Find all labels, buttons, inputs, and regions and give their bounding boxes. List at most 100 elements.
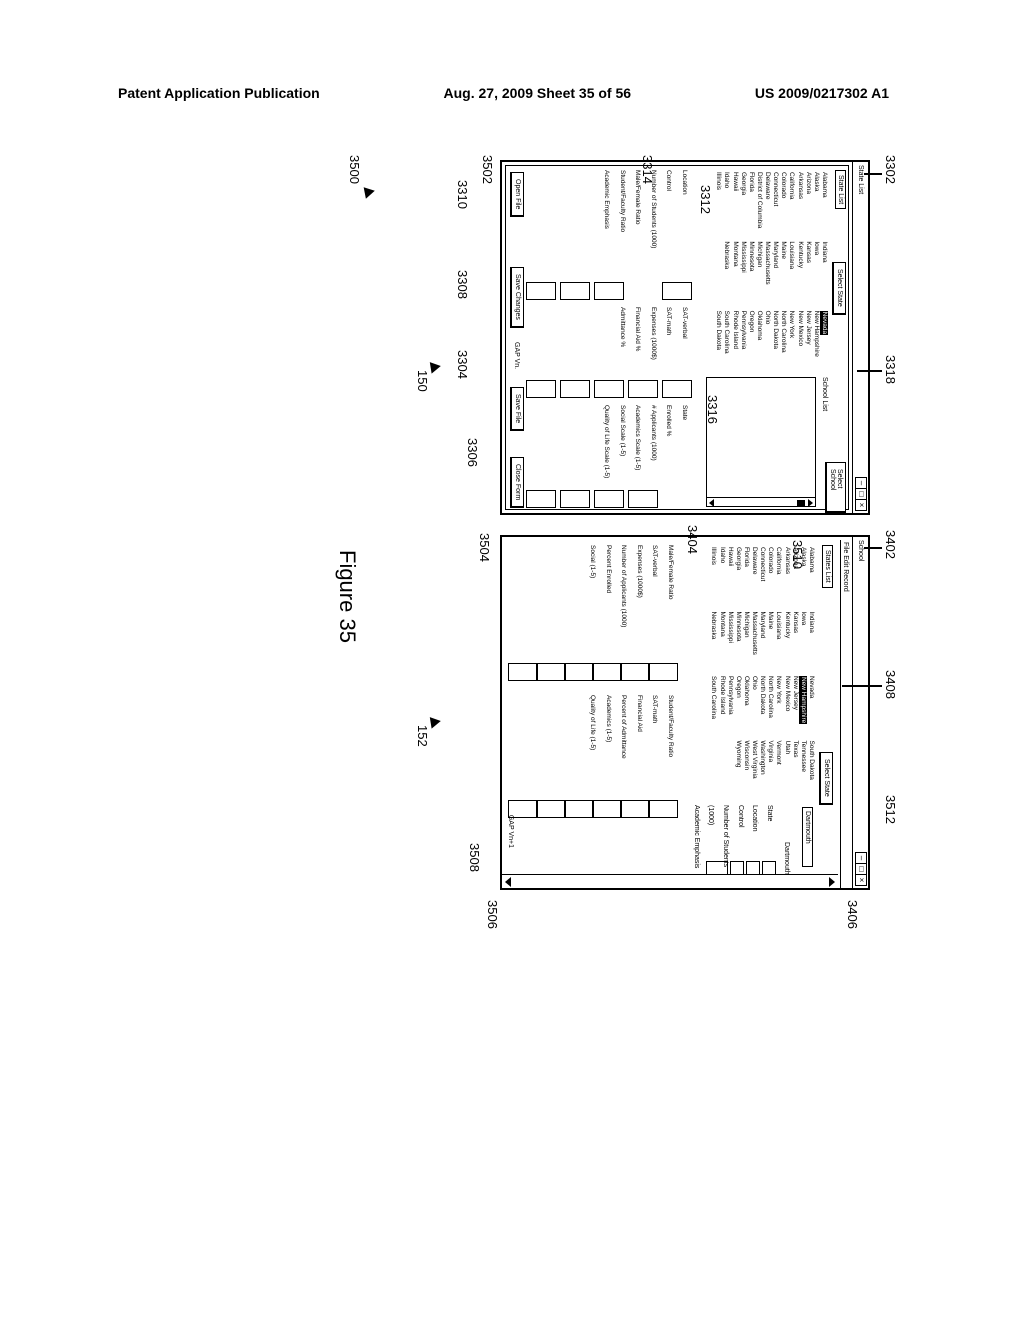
list-item[interactable]: Georgia <box>734 547 742 604</box>
list-item[interactable]: New Hampshire <box>812 311 820 372</box>
list-item[interactable]: Louisiana <box>774 612 782 669</box>
list-item[interactable]: Massachusetts <box>763 241 771 302</box>
list-item[interactable]: Colorado <box>766 547 774 604</box>
list-item[interactable]: Idaho <box>718 547 726 604</box>
list-item[interactable]: Montana <box>718 612 726 669</box>
list-item[interactable]: North Dakota <box>758 676 766 733</box>
list-item[interactable]: Indiana <box>820 241 828 302</box>
list-item[interactable]: Hawaii <box>731 172 739 233</box>
close-icon[interactable]: × <box>855 874 867 886</box>
close-form-button[interactable]: Close Form <box>510 457 524 508</box>
win2-scrollbar[interactable] <box>502 874 838 888</box>
list-item[interactable]: Alaska <box>812 172 820 233</box>
list-item[interactable]: Virginia <box>766 741 774 798</box>
list-item[interactable]: Kansas <box>791 612 799 669</box>
list-item[interactable]: Minnesota <box>734 612 742 669</box>
list-item[interactable]: Washington <box>758 741 766 798</box>
list-item[interactable]: Ohio <box>750 676 758 733</box>
list-item[interactable]: California <box>774 547 782 604</box>
list-item[interactable]: Georgia <box>739 172 747 233</box>
list-item[interactable]: Delaware <box>750 547 758 604</box>
list-item[interactable]: New York <box>787 311 795 372</box>
list-item[interactable]: Nebraska <box>709 612 717 669</box>
list-item[interactable]: Alabama <box>820 172 828 233</box>
list-item[interactable]: Wisconsin <box>742 741 750 798</box>
list-item[interactable]: South Carolina <box>709 676 717 733</box>
list-item[interactable]: Rhode Island <box>731 311 739 372</box>
win1-school-list-box[interactable] <box>706 377 816 507</box>
list-item[interactable]: Michigan <box>742 612 750 669</box>
win2-state-columns[interactable]: AlabamaAlaskaArizonaArkansasCaliforniaCo… <box>709 547 815 797</box>
list-item[interactable]: Mississippi <box>739 241 747 302</box>
close-icon[interactable]: × <box>855 499 867 511</box>
list-item[interactable]: Oklahoma <box>755 311 763 372</box>
list-item[interactable]: Oregon <box>747 311 755 372</box>
list-item[interactable]: Texas <box>791 741 799 798</box>
list-item[interactable]: Louisiana <box>787 241 795 302</box>
list-item[interactable]: South Dakota <box>714 311 722 372</box>
list-item[interactable]: Mississippi <box>726 612 734 669</box>
list-item[interactable]: New Mexico <box>796 311 804 372</box>
list-item[interactable]: District of Columbia <box>755 172 763 233</box>
list-item[interactable]: Kansas <box>804 241 812 302</box>
list-item[interactable]: Connecticut <box>771 172 779 233</box>
menu-bar[interactable]: File Edit Record <box>840 540 850 889</box>
list-item[interactable]: Florida <box>747 172 755 233</box>
list-item[interactable]: Maryland <box>771 241 779 302</box>
list-item[interactable]: New Mexico <box>783 676 791 733</box>
list-item[interactable]: Hawaii <box>726 547 734 604</box>
list-item[interactable]: Kentucky <box>796 241 804 302</box>
list-item[interactable]: Michigan <box>755 241 763 302</box>
list-item[interactable]: Montana <box>731 241 739 302</box>
list-item[interactable]: Vermont <box>774 741 782 798</box>
list-item[interactable]: Utah <box>783 741 791 798</box>
list-item[interactable]: New York <box>774 676 782 733</box>
list-item[interactable]: Iowa <box>812 241 820 302</box>
list-item[interactable]: Nebraska <box>722 241 730 302</box>
list-item[interactable]: Oregon <box>734 676 742 733</box>
list-item[interactable]: Tennessee <box>799 741 807 798</box>
school-name-field[interactable]: Dartmouth <box>802 807 813 867</box>
list-item[interactable]: Massachusetts <box>750 612 758 669</box>
list-item[interactable]: Colorado <box>779 172 787 233</box>
list-item[interactable]: South Dakota <box>807 741 815 798</box>
list-item[interactable]: South Carolina <box>722 311 730 372</box>
list-item[interactable]: West Virginia <box>750 741 758 798</box>
list-item[interactable]: Iowa <box>799 612 807 669</box>
list-item[interactable]: North Carolina <box>779 311 787 372</box>
list-item[interactable]: Nevada <box>807 676 815 733</box>
select-state-button[interactable]: Select State <box>832 262 846 315</box>
win1-school-scroll[interactable] <box>706 497 816 507</box>
list-item[interactable]: Arizona <box>804 172 812 233</box>
list-item[interactable]: Arkansas <box>796 172 804 233</box>
list-item[interactable]: Pennsylvania <box>739 311 747 372</box>
list-item[interactable]: Connecticut <box>758 547 766 604</box>
select-school-button[interactable]: Select School <box>825 462 846 513</box>
list-item[interactable]: California <box>787 172 795 233</box>
save-file-button[interactable]: Save File <box>510 387 524 431</box>
save-changes-button[interactable]: Save Changes <box>510 267 524 328</box>
list-item[interactable]: Ohio <box>763 311 771 372</box>
list-item[interactable]: Oklahoma <box>742 676 750 733</box>
list-item[interactable]: Florida <box>742 547 750 604</box>
list-item[interactable]: Minnesota <box>747 241 755 302</box>
list-item[interactable]: Wyoming <box>734 741 742 798</box>
list-item[interactable]: Kentucky <box>783 612 791 669</box>
list-item[interactable]: Illinois <box>709 547 717 604</box>
list-item[interactable]: Maine <box>779 241 787 302</box>
list-item[interactable]: Alabama <box>807 547 815 604</box>
list-item[interactable]: Rhode Island <box>718 676 726 733</box>
list-item[interactable]: Idaho <box>722 172 730 233</box>
win1-state-columns[interactable]: AlabamaAlaskaArizonaArkansasCaliforniaCo… <box>714 172 828 372</box>
list-item[interactable]: Indiana <box>807 612 815 669</box>
list-item[interactable]: New Jersey <box>804 311 812 372</box>
open-file-button[interactable]: Open File <box>510 172 524 217</box>
list-item[interactable]: North Carolina <box>766 676 774 733</box>
list-item[interactable]: Illinois <box>714 172 722 233</box>
list-item[interactable]: Delaware <box>763 172 771 233</box>
list-item[interactable]: Maine <box>766 612 774 669</box>
list-item[interactable]: New Jersey <box>791 676 799 733</box>
list-item[interactable]: North Dakota <box>771 311 779 372</box>
select-state-button-2[interactable]: Select State <box>819 752 833 805</box>
list-item[interactable]: Maryland <box>758 612 766 669</box>
